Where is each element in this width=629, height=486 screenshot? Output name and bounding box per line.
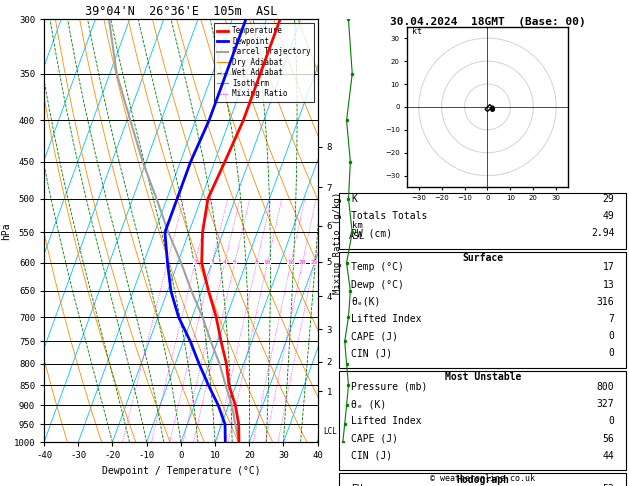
Text: Most Unstable: Most Unstable [445,372,521,382]
Text: 8: 8 [255,260,259,265]
Text: 29: 29 [603,194,615,204]
Bar [340,192,626,248]
Text: LCL: LCL [323,427,337,436]
Text: 327: 327 [597,399,615,409]
Text: 0: 0 [608,348,615,359]
Text: CAPE (J): CAPE (J) [351,331,398,341]
Text: 30.04.2024  18GMT  (Base: 00): 30.04.2024 18GMT (Base: 00) [389,17,586,27]
Text: CAPE (J): CAPE (J) [351,434,398,444]
X-axis label: Dewpoint / Temperature (°C): Dewpoint / Temperature (°C) [101,466,260,476]
Text: 16: 16 [287,260,294,265]
Text: 25: 25 [310,260,318,265]
Text: Dewp (°C): Dewp (°C) [351,279,404,290]
Text: Hodograph: Hodograph [456,475,509,485]
Text: Totals Totals: Totals Totals [351,211,428,221]
Bar [340,251,626,368]
Text: 53: 53 [603,484,615,486]
Text: kt: kt [412,27,422,35]
Text: 20: 20 [299,260,306,265]
Text: 3: 3 [210,260,214,265]
Text: K: K [351,194,357,204]
Text: 4: 4 [223,260,226,265]
Bar [340,473,626,486]
Text: 800: 800 [597,382,615,392]
Text: CIN (J): CIN (J) [351,451,392,461]
Text: © weatheronline.co.uk: © weatheronline.co.uk [430,474,535,483]
Text: 7: 7 [608,314,615,324]
Text: θₑ (K): θₑ (K) [351,399,386,409]
Text: 0: 0 [608,417,615,426]
Y-axis label: km
ASL: km ASL [349,221,365,241]
Text: 49: 49 [603,211,615,221]
Text: 56: 56 [603,434,615,444]
Text: EH: EH [351,484,363,486]
Text: 17: 17 [603,262,615,273]
Text: 44: 44 [603,451,615,461]
Text: PW (cm): PW (cm) [351,228,392,238]
Legend: Temperature, Dewpoint, Parcel Trajectory, Dry Adiabat, Wet Adiabat, Isotherm, Mi: Temperature, Dewpoint, Parcel Trajectory… [214,23,314,102]
Text: Pressure (mb): Pressure (mb) [351,382,428,392]
Text: Lifted Index: Lifted Index [351,417,421,426]
Text: Surface: Surface [462,253,503,263]
Text: Temp (°C): Temp (°C) [351,262,404,273]
Text: Mixing Ratio (g/kg): Mixing Ratio (g/kg) [333,192,342,294]
Y-axis label: hPa: hPa [1,222,11,240]
Text: 2: 2 [193,260,197,265]
Text: CIN (J): CIN (J) [351,348,392,359]
Text: 0: 0 [608,331,615,341]
Text: Lifted Index: Lifted Index [351,314,421,324]
Text: θₑ(K): θₑ(K) [351,297,381,307]
Text: 13: 13 [603,279,615,290]
Bar [340,371,626,470]
Text: 2.94: 2.94 [591,228,615,238]
Text: 5: 5 [233,260,237,265]
Text: 1: 1 [165,260,169,265]
Text: 316: 316 [597,297,615,307]
Text: 10: 10 [264,260,271,265]
Title: 39°04'N  26°36'E  105m  ASL: 39°04'N 26°36'E 105m ASL [85,5,277,18]
